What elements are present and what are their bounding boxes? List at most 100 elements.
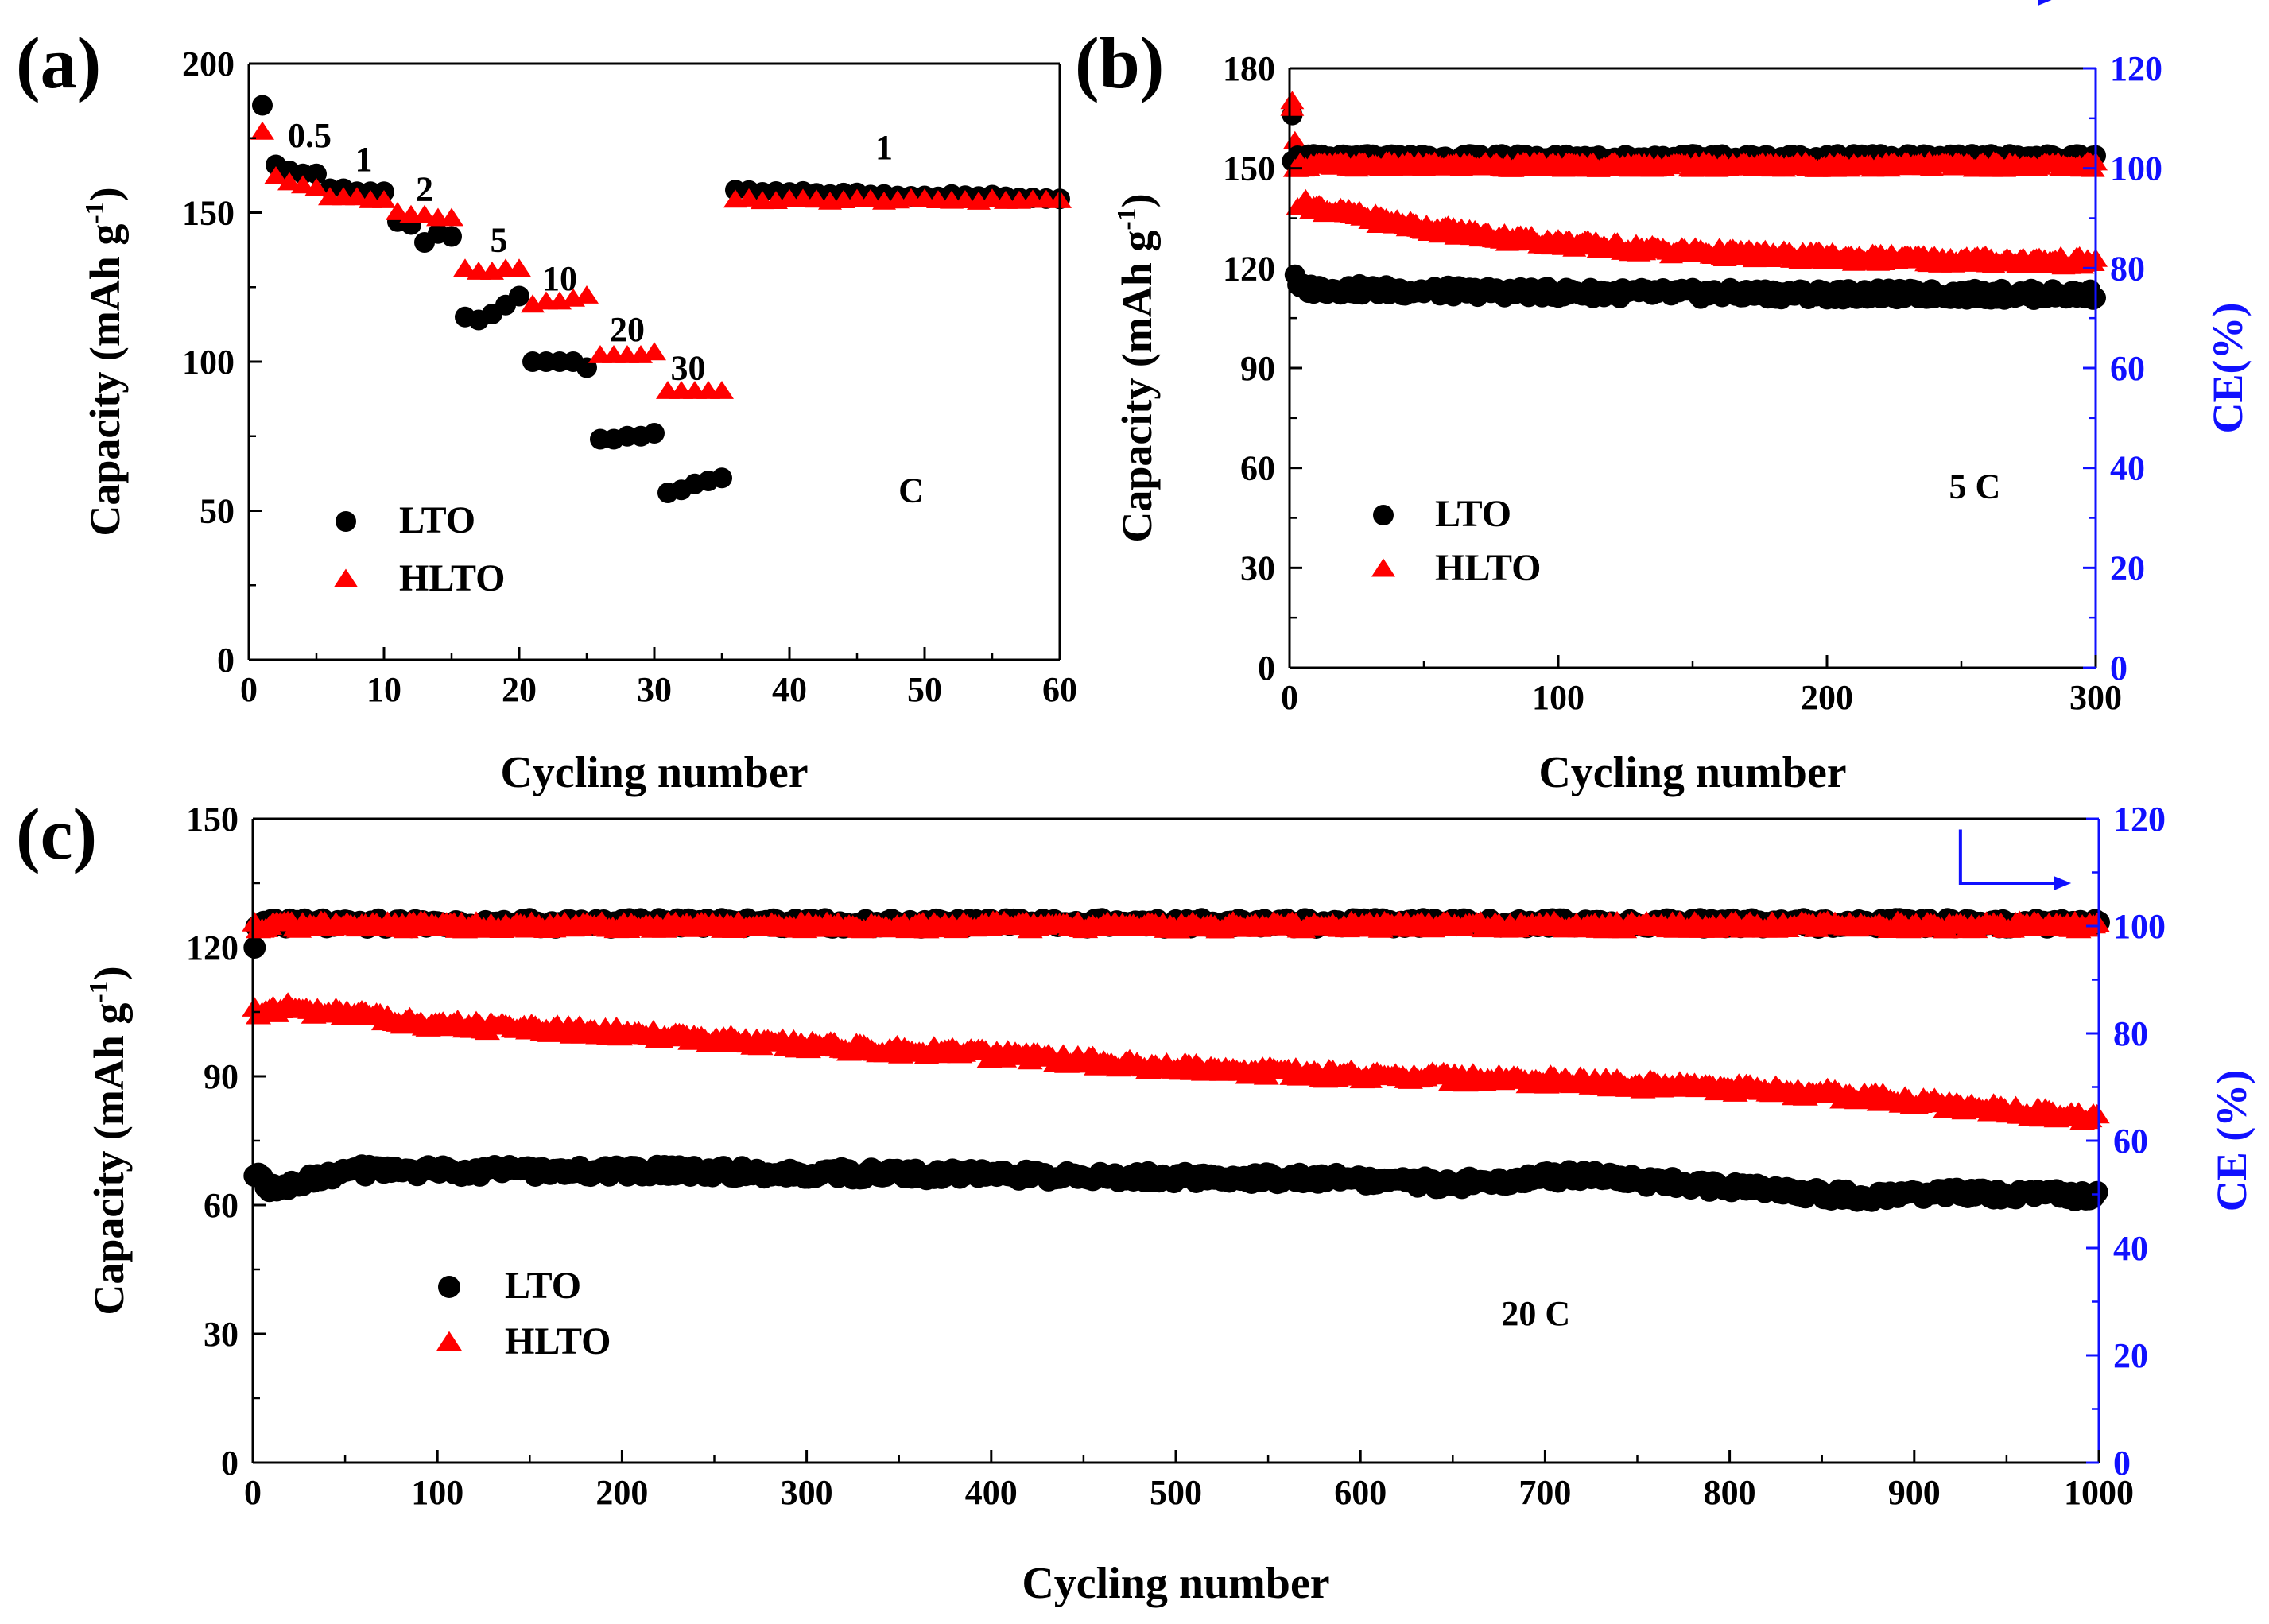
legend-label-lto: LTO	[399, 499, 475, 541]
y-axis-label-end: )	[81, 187, 129, 201]
data-point	[441, 226, 462, 247]
series-hlto-CE	[242, 910, 2110, 939]
y-axis-label-main: Capacity (mAh g	[81, 224, 129, 537]
legend-label-hlto: HLTO	[1435, 547, 1541, 589]
annotation: 1	[875, 128, 893, 167]
legend: LTO HLTO	[436, 1265, 611, 1362]
x-tick-label: 50	[907, 670, 942, 709]
x-axis-label: Cycling number	[500, 748, 808, 797]
x-tick-label: 900	[1888, 1473, 1941, 1512]
data-point	[507, 258, 531, 277]
data-point	[509, 285, 529, 307]
x-tick-label: 30	[637, 670, 672, 709]
y-tick-label: 50	[200, 492, 235, 531]
y-right-tick-label: 60	[2110, 349, 2145, 388]
x-tick-label: 40	[772, 670, 807, 709]
x-tick-label: 20	[502, 670, 537, 709]
legend-label-lto: LTO	[1435, 493, 1511, 535]
data-point	[644, 423, 665, 444]
annotation: 20	[610, 310, 645, 349]
arrow-line	[1958, 829, 2061, 885]
y-right-tick-label: 120	[2113, 800, 2166, 839]
data-point	[712, 467, 732, 489]
axes: 0 10 20 30 40 50 60 0 50 100 150 200 Cycling number C…	[80, 45, 1077, 797]
y-tick-label: 90	[204, 1057, 239, 1096]
annotation: 30	[671, 349, 706, 388]
ce-axis-arrow	[1958, 829, 2072, 890]
legend-marker-lto	[1373, 505, 1394, 525]
annotation: 2	[416, 170, 433, 209]
x-tick-label: 300	[2069, 678, 2122, 717]
data-point	[291, 175, 315, 194]
data-point	[1280, 97, 1305, 116]
y-axis-label: Capacity (mAh g-1)	[84, 966, 133, 1315]
legend-marker-lto	[438, 1276, 460, 1298]
x-tick-label: 800	[1704, 1473, 1756, 1512]
y-right-tick-label: 40	[2113, 1229, 2148, 1268]
data-point	[304, 178, 328, 196]
x-tick-label: 0	[240, 670, 258, 709]
annotation: 20 C	[1501, 1294, 1570, 1333]
y-tick-label: 60	[204, 1186, 239, 1225]
x-tick-label: 0	[244, 1473, 262, 1512]
panel-b: (b)0 100 200 300030609012015018002040608010…	[1075, 0, 2252, 797]
data-point	[250, 121, 274, 140]
panel-label: (a)	[16, 22, 101, 103]
y-tick-label: 0	[1258, 649, 1275, 688]
x-tick-label: 60	[1042, 670, 1077, 709]
legend-label-hlto: HLTO	[399, 557, 505, 599]
y-axis-label: Capacity (mAh g-1)	[1112, 193, 1161, 542]
annotation: 0.5	[288, 116, 332, 155]
data-point	[737, 188, 761, 207]
x-tick-label: 400	[965, 1473, 1018, 1512]
x-tick-label: 600	[1334, 1473, 1387, 1512]
x-axis-label: Cycling number	[1538, 748, 1846, 797]
y-right-tick-label: 60	[2113, 1122, 2148, 1161]
data-point	[372, 190, 396, 208]
x-tick-label: 1000	[2064, 1473, 2134, 1512]
data-point	[453, 258, 477, 277]
data-point	[413, 204, 436, 223]
y-right-tick-label: 100	[2113, 907, 2166, 946]
legend-label-hlto: HLTO	[505, 1320, 611, 1362]
y-tick-label: 30	[204, 1315, 239, 1354]
y-axis-label-main: Capacity (mAh g	[1113, 231, 1161, 543]
legend-label-lto: LTO	[505, 1265, 581, 1307]
y-right-tick-label: 120	[2110, 49, 2162, 88]
y-tick-label: 60	[1240, 449, 1275, 488]
y-axis-label-end: )	[1113, 193, 1161, 207]
data-point	[306, 163, 327, 184]
y-right-tick-label: 20	[2113, 1336, 2148, 1375]
y-axis-label-end: )	[85, 966, 133, 980]
y-right-tick-label: 100	[2110, 149, 2162, 188]
series-hlto-CE	[1280, 97, 2108, 177]
data-point	[2085, 1180, 2108, 1203]
panel-label: (b)	[1075, 22, 1164, 103]
y-tick-label: 120	[1223, 249, 1275, 288]
data-point	[277, 172, 301, 191]
axes: 0 100 200 300030609012015018002040608010012…	[1112, 49, 2252, 797]
x-tick-label: 700	[1518, 1473, 1571, 1512]
annotation: 5	[491, 220, 508, 259]
x-tick-label: 0	[1281, 678, 1298, 717]
data-point	[710, 381, 734, 399]
y-axis-label-sup: -1	[84, 980, 114, 1002]
y-tick-label: 30	[1240, 548, 1275, 587]
data-point	[575, 285, 599, 304]
y-axis-right-label: CE(%)	[2204, 303, 2252, 434]
legend-marker-hlto	[334, 568, 358, 587]
series-lto-capacity	[1282, 104, 2106, 310]
x-axis-label: Cycling number	[1022, 1559, 1329, 1608]
x-tick-label: 100	[411, 1473, 463, 1512]
y-tick-label: 0	[217, 641, 235, 680]
data-point	[264, 166, 288, 184]
x-tick-label: 500	[1150, 1473, 1202, 1512]
data-point	[980, 188, 1004, 207]
x-tick-label: 300	[781, 1473, 833, 1512]
y-axis-label: Capacity (mAh g-1)	[80, 187, 129, 536]
series-lto-capacity	[243, 1154, 2108, 1212]
annotation: C	[898, 471, 924, 510]
y-right-tick-label: 40	[2110, 449, 2145, 488]
axes: 0 100 200 300 400 500 600 700 800 900 100003060901…	[84, 800, 2255, 1608]
annotation: 1	[355, 140, 373, 179]
